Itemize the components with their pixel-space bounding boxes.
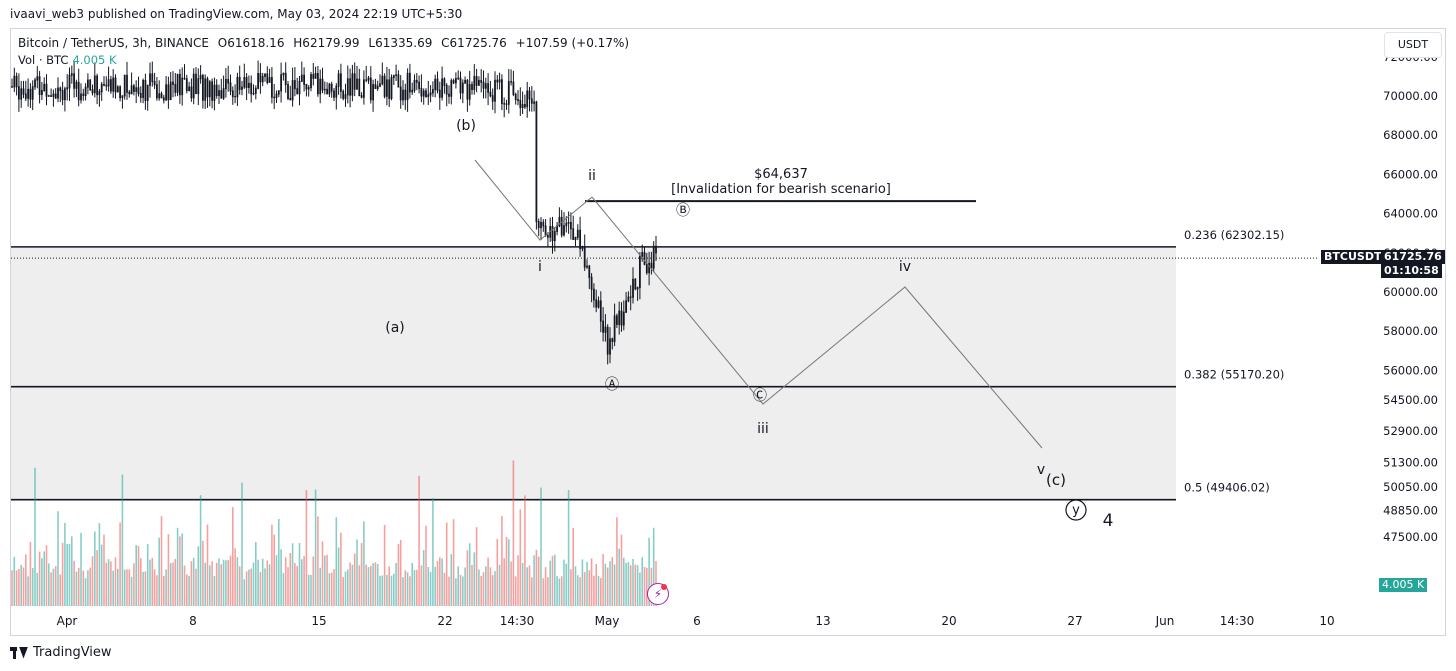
wave-label: (c) bbox=[1046, 471, 1066, 489]
price-tick: 51300.00 bbox=[1383, 456, 1438, 470]
currency-button[interactable]: USDT bbox=[1384, 32, 1442, 58]
volume-tag: 4.005 K bbox=[1379, 578, 1428, 592]
footer-brand: TradingView bbox=[33, 645, 112, 660]
price-tick: 48850.00 bbox=[1383, 504, 1438, 518]
time-tick: May bbox=[595, 614, 620, 628]
wave-circle bbox=[1065, 499, 1087, 521]
price-tick: 60000.00 bbox=[1383, 285, 1438, 299]
countdown-tag: 01:10:58 bbox=[1381, 264, 1442, 278]
price-tick: 47500.00 bbox=[1383, 530, 1438, 544]
change-value: +107.59 (+0.17%) bbox=[515, 36, 630, 50]
price-tick: 64000.00 bbox=[1383, 207, 1438, 221]
fib-level-label: 0.5 (49406.02) bbox=[1184, 481, 1270, 495]
wave-label: ii bbox=[588, 168, 596, 184]
time-tick: 22 bbox=[437, 614, 452, 628]
footer: TradingView bbox=[10, 645, 112, 660]
projection-path bbox=[591, 196, 1043, 449]
wave-label: 4 bbox=[1103, 511, 1114, 531]
volume-legend: Vol · BTC 4.005 K bbox=[18, 53, 117, 67]
symbol-name[interactable]: Bitcoin / TetherUS, 3h, BINANCE bbox=[18, 36, 209, 50]
time-tick: 10 bbox=[1319, 614, 1334, 628]
wave-path-early bbox=[474, 159, 593, 241]
price-tick: 56000.00 bbox=[1383, 363, 1438, 377]
circled-wave-label: Ⓐ bbox=[605, 377, 619, 393]
time-tick: 20 bbox=[941, 614, 956, 628]
time-tick: 8 bbox=[189, 614, 197, 628]
time-tick: 15 bbox=[311, 614, 326, 628]
invalidation-price: $64,637 bbox=[754, 167, 808, 182]
price-tick: 66000.00 bbox=[1383, 167, 1438, 181]
time-tick: 14:30 bbox=[500, 614, 535, 628]
open-value: O61618.16 bbox=[217, 36, 285, 50]
time-tick: Jun bbox=[1155, 614, 1175, 628]
price-tag: 61725.76 bbox=[1381, 250, 1445, 264]
price-tick: 50050.00 bbox=[1383, 480, 1438, 494]
time-tick: Apr bbox=[57, 614, 78, 628]
volume-label: Vol · BTC bbox=[18, 53, 69, 67]
low-value: L61335.69 bbox=[368, 36, 433, 50]
tradingview-logo-icon bbox=[10, 646, 28, 659]
fib-level-label: 0.236 (62302.15) bbox=[1184, 228, 1284, 242]
price-tick: 58000.00 bbox=[1383, 324, 1438, 338]
time-tick: 27 bbox=[1067, 614, 1082, 628]
circled-wave-label: Ⓑ bbox=[676, 203, 690, 219]
wave-label: y bbox=[1072, 503, 1080, 518]
wave-label: iii bbox=[757, 421, 769, 437]
fib-level-label: 0.382 (55170.20) bbox=[1184, 368, 1284, 382]
close-value: C61725.76 bbox=[441, 36, 507, 50]
wave-label: (b) bbox=[456, 118, 476, 134]
price-tick: 52900.00 bbox=[1383, 424, 1438, 438]
wave-label: iv bbox=[899, 259, 911, 275]
wave-label: v bbox=[1037, 462, 1045, 478]
time-tick: 13 bbox=[815, 614, 830, 628]
price-tick: 70000.00 bbox=[1383, 89, 1438, 103]
price-tick: 54500.00 bbox=[1383, 393, 1438, 407]
time-tick: 14:30 bbox=[1220, 614, 1255, 628]
wave-label: (a) bbox=[385, 320, 405, 336]
price-tick: 68000.00 bbox=[1383, 128, 1438, 142]
volume-value: 4.005 K bbox=[72, 53, 117, 67]
chart-frame bbox=[10, 28, 1446, 636]
invalidation-text: [Invalidation for bearish scenario] bbox=[671, 182, 891, 197]
symbol-tag: BTCUSDT bbox=[1321, 250, 1385, 264]
wave-label: i bbox=[538, 259, 542, 275]
circled-wave-label: Ⓒ bbox=[753, 388, 767, 404]
time-tick: 6 bbox=[693, 614, 701, 628]
publisher-text: ivaavi_web3 published on TradingView.com… bbox=[10, 7, 463, 21]
symbol-legend: Bitcoin / TetherUS, 3h, BINANCE O61618.1… bbox=[18, 36, 634, 50]
high-value: H62179.99 bbox=[293, 36, 360, 50]
notification-dot bbox=[661, 584, 667, 590]
